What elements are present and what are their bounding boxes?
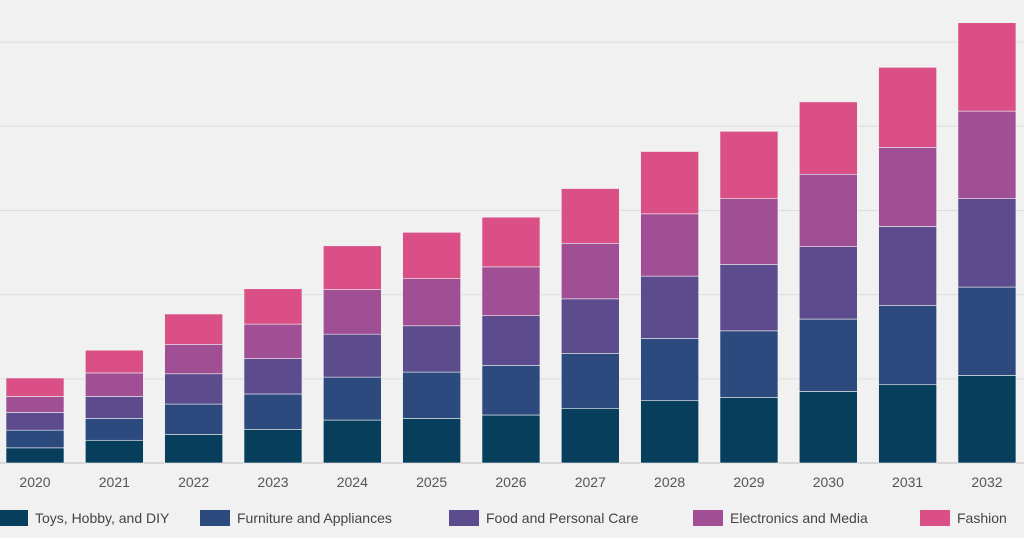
bar-segment-2030-s2[interactable] [798,246,858,320]
legend: Toys, Hobby, and DIY Furniture and Applia… [0,510,1007,526]
bar-segment-2026-s0[interactable] [481,414,541,464]
bar-segment-2031-s1[interactable] [878,305,937,386]
bar-segment-2022-s4[interactable] [164,313,223,345]
bar-segment-2022-s3[interactable] [164,344,223,375]
bar-segment-2027-s2[interactable] [561,298,620,354]
bar-segment-2021-s4[interactable] [85,349,144,374]
x-tick-label: 2020 [19,474,50,490]
bar-segment-2028-s1[interactable] [640,338,699,402]
bar-segment-2032-s3[interactable] [957,110,1017,199]
x-tick-label: 2026 [495,474,526,490]
legend-label: Fashion [957,510,1007,526]
bar-segment-2030-s0[interactable] [798,391,858,464]
x-tick-label: 2027 [575,474,606,490]
bar-segment-2031-s4[interactable] [878,67,937,148]
x-tick-label: 2032 [971,474,1002,490]
bar-segment-2031-s0[interactable] [878,384,937,464]
bar-segment-2020-s1[interactable] [5,429,65,449]
bar-segment-2032-s2[interactable] [957,198,1017,288]
bars [5,22,1017,464]
bar-segment-2023-s0[interactable] [243,429,303,464]
bar-segment-2023-s2[interactable] [243,358,303,395]
bar-segment-2021-s1[interactable] [85,418,144,441]
bar-segment-2026-s3[interactable] [481,266,541,316]
bar-segment-2029-s0[interactable] [719,397,779,464]
bar-segment-2028-s4[interactable] [640,151,699,215]
bar-segment-2026-s2[interactable] [481,315,541,366]
legend-label: Toys, Hobby, and DIY [35,510,170,526]
bar-segment-2032-s4[interactable] [957,22,1017,112]
legend-label: Furniture and Appliances [237,510,392,526]
bar-segment-2029-s2[interactable] [719,264,779,332]
x-tick-label: 2024 [337,474,368,490]
bar-segment-2029-s1[interactable] [719,330,779,398]
legend-swatch [693,510,723,526]
bar-segment-2025-s4[interactable] [402,232,461,279]
bar-segment-2021-s0[interactable] [85,439,144,464]
legend-swatch [200,510,230,526]
bar-segment-2020-s0[interactable] [5,447,65,464]
bar-segment-2032-s0[interactable] [957,375,1017,464]
bar-segment-2028-s0[interactable] [640,400,699,464]
bar-segment-2020-s3[interactable] [5,396,65,413]
bar-segment-2024-s4[interactable] [323,245,382,290]
x-tick-label: 2028 [654,474,685,490]
bar-segment-2030-s3[interactable] [798,173,858,247]
bar-segment-2031-s3[interactable] [878,147,937,227]
bar-segment-2027-s4[interactable] [561,188,620,244]
bar-segment-2021-s3[interactable] [85,372,144,397]
bar-segment-2032-s1[interactable] [957,286,1017,376]
x-tick-label: 2023 [257,474,288,490]
bar-segment-2023-s4[interactable] [243,288,303,325]
bar-segment-2026-s4[interactable] [481,216,541,268]
bar-segment-2031-s2[interactable] [878,226,937,306]
bar-segment-2022-s0[interactable] [164,434,223,464]
legend-swatch [0,510,28,526]
bar-segment-2028-s3[interactable] [640,213,699,277]
bar-segment-2025-s1[interactable] [402,371,461,419]
legend-swatch [920,510,950,526]
bar-segment-2030-s1[interactable] [798,318,858,392]
bar-segment-2027-s1[interactable] [561,353,620,409]
bar-segment-2029-s3[interactable] [719,198,779,265]
bar-segment-2024-s0[interactable] [323,419,382,464]
x-tick-label: 2021 [99,474,130,490]
bar-segment-2020-s4[interactable] [5,377,65,397]
legend-label: Electronics and Media [730,510,868,526]
x-tick-label: 2029 [733,474,764,490]
bar-segment-2022-s1[interactable] [164,403,223,435]
bar-segment-2024-s3[interactable] [323,289,382,335]
x-tick-label: 2022 [178,474,209,490]
bar-segment-2022-s2[interactable] [164,373,223,405]
bar-segment-2024-s1[interactable] [323,376,382,421]
bar-segment-2023-s3[interactable] [243,323,303,359]
legend-label: Food and Personal Care [486,510,639,526]
x-axis: 2020 2021 2022 2023 2024 2025 2026 2027 2028 2029… [19,474,1002,490]
bar-segment-2021-s2[interactable] [85,396,144,419]
legend-swatch [449,510,479,526]
bar-segment-2027-s3[interactable] [561,242,620,300]
x-tick-label: 2030 [813,474,844,490]
bar-segment-2020-s2[interactable] [5,412,65,431]
bar-segment-2030-s4[interactable] [798,101,858,175]
bar-segment-2028-s2[interactable] [640,275,699,339]
x-tick-label: 2025 [416,474,447,490]
bar-segment-2025-s0[interactable] [402,418,461,464]
bar-segment-2023-s1[interactable] [243,393,303,430]
x-tick-label: 2031 [892,474,923,490]
bar-segment-2024-s2[interactable] [323,333,382,378]
bar-segment-2026-s1[interactable] [481,365,541,416]
bar-segment-2029-s4[interactable] [719,131,779,199]
bar-segment-2027-s0[interactable] [561,407,620,464]
bar-segment-2025-s2[interactable] [402,325,461,373]
bar-segment-2025-s3[interactable] [402,278,461,327]
